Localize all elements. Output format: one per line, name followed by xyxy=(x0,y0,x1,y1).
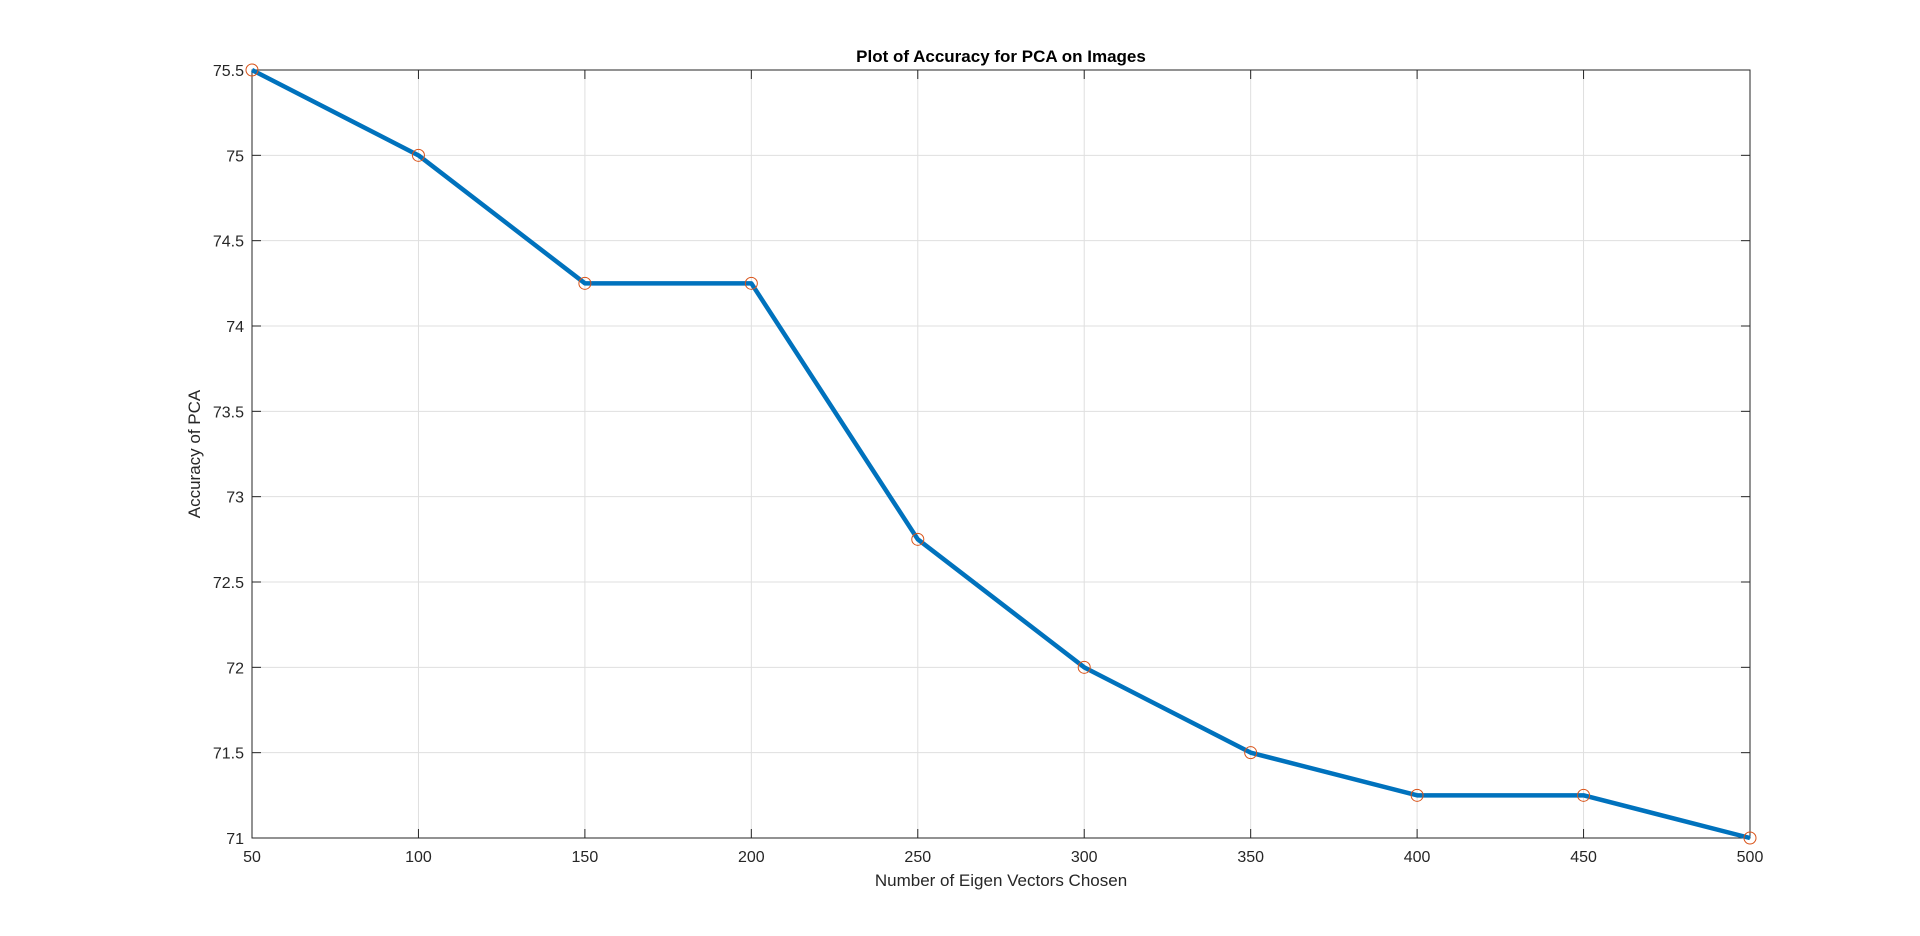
x-axis-title: Number of Eigen Vectors Chosen xyxy=(875,871,1127,890)
x-tick-label: 150 xyxy=(572,849,599,866)
y-tick-label: 72.5 xyxy=(213,575,244,592)
y-tick-label: 75.5 xyxy=(213,63,244,80)
series-group xyxy=(245,63,1757,845)
data-point xyxy=(1577,788,1591,802)
y-tick-label: 71 xyxy=(226,831,244,848)
data-point xyxy=(1410,788,1424,802)
x-tick-label: 500 xyxy=(1737,849,1764,866)
x-tick-label: 300 xyxy=(1071,849,1098,866)
y-tick-label: 74 xyxy=(226,319,244,336)
data-point xyxy=(911,532,925,546)
x-tick-label: 50 xyxy=(243,849,261,866)
x-tick-label: 450 xyxy=(1570,849,1597,866)
data-point xyxy=(1244,746,1258,760)
y-tick-label: 74.5 xyxy=(213,234,244,251)
axes-box xyxy=(251,69,1751,839)
data-point xyxy=(578,276,592,290)
y-tick-label: 73.5 xyxy=(213,404,244,421)
y-tick-label: 72 xyxy=(226,660,244,677)
data-point xyxy=(744,276,758,290)
data-point xyxy=(1077,660,1091,674)
y-tick-label: 71.5 xyxy=(213,746,244,763)
x-tick-label: 350 xyxy=(1237,849,1264,866)
data-point xyxy=(245,63,259,77)
series-line xyxy=(250,67,1751,841)
x-tick-label: 250 xyxy=(904,849,931,866)
chart-title: Plot of Accuracy for PCA on Images xyxy=(856,47,1146,66)
y-tick-label: 75 xyxy=(226,148,244,165)
y-tick-labels: 71 71.5 72 72.5 73 73.5 74 74.5 75 75.5 xyxy=(213,63,244,848)
data-point xyxy=(411,148,425,162)
x-tick-label: 200 xyxy=(738,849,765,866)
tick-marks xyxy=(251,69,1751,839)
x-tick-label: 100 xyxy=(405,849,432,866)
x-tick-labels: 50 100 150 200 250 300 350 400 450 500 xyxy=(243,849,1763,866)
plot-area xyxy=(252,70,1750,838)
y-axis-title: Accuracy of PCA xyxy=(185,389,204,518)
data-point xyxy=(1743,831,1757,845)
x-tick-label: 400 xyxy=(1404,849,1431,866)
y-tick-label: 73 xyxy=(226,490,244,507)
